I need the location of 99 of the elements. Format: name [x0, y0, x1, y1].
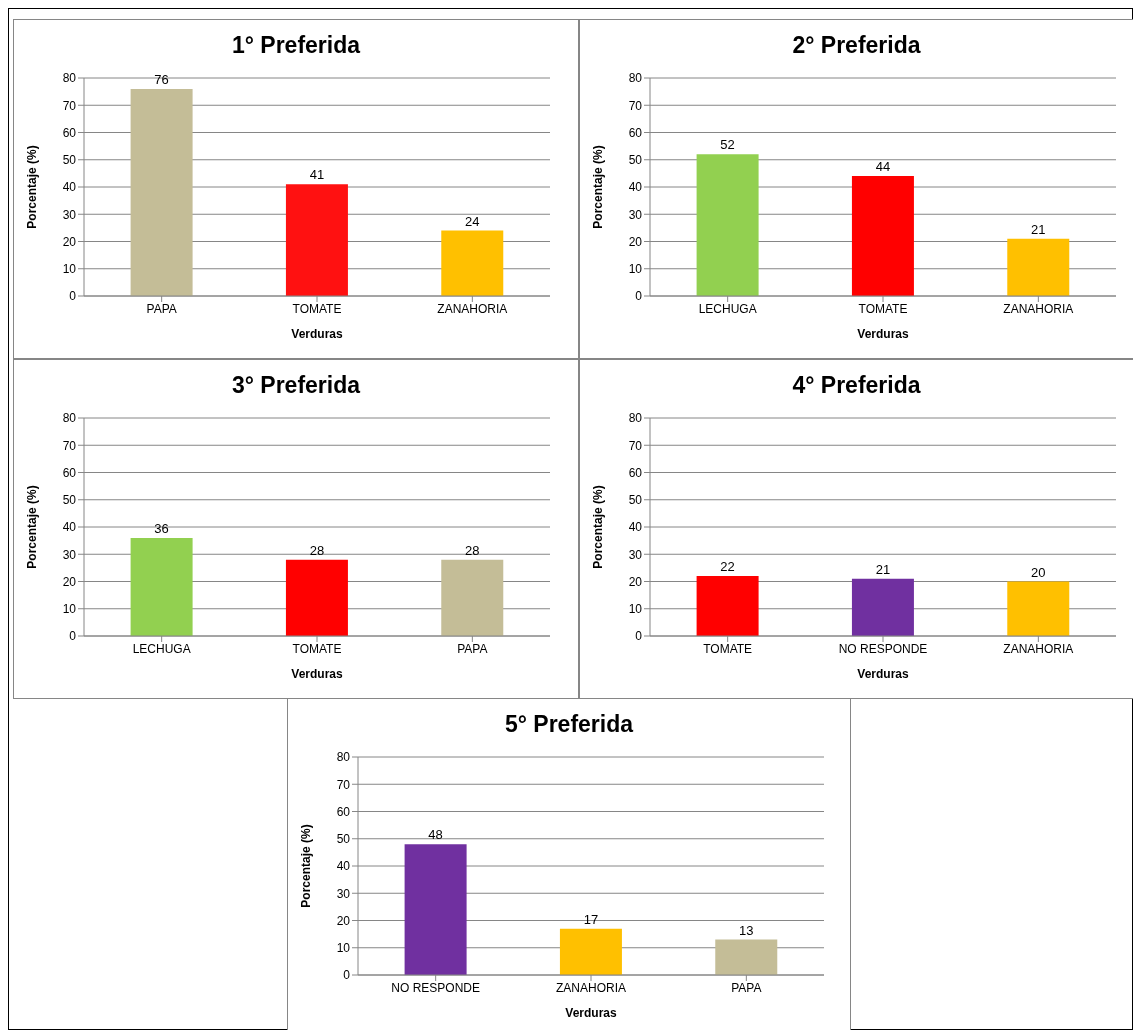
y-tick-label: 60 — [62, 125, 77, 140]
y-tick-label: 30 — [62, 207, 77, 222]
x-axis-title: Verduras — [857, 667, 909, 681]
x-tick-label: TOMATE — [292, 641, 342, 656]
y-tick-label: 20 — [628, 234, 643, 249]
x-axis-title: Verduras — [291, 327, 343, 341]
data-label: 20 — [1031, 564, 1046, 580]
data-label: 36 — [154, 520, 169, 536]
bar — [851, 176, 914, 296]
y-tick-label: 50 — [628, 153, 643, 168]
y-tick-label: 10 — [62, 602, 77, 617]
y-tick-label: 10 — [628, 602, 643, 617]
data-label: 24 — [465, 213, 480, 229]
y-tick-label: 40 — [628, 180, 643, 195]
x-tick-label: PAPA — [731, 980, 762, 995]
bar — [696, 154, 759, 296]
x-tick-label: ZANAHORIA — [1003, 641, 1074, 656]
y-tick-label: 60 — [62, 465, 77, 480]
y-tick-label: 60 — [336, 804, 351, 819]
bar — [441, 230, 504, 296]
x-tick-label: LECHUGA — [698, 301, 757, 316]
y-tick-label: 60 — [628, 465, 643, 480]
bar — [559, 928, 622, 975]
data-label: 76 — [154, 71, 169, 87]
data-label: 13 — [739, 922, 754, 938]
data-label: 48 — [428, 827, 443, 843]
x-axis-title: Verduras — [857, 327, 909, 341]
x-tick-label: TOMATE — [292, 301, 342, 316]
y-tick-label: 40 — [62, 520, 77, 535]
y-tick-label: 80 — [336, 750, 351, 765]
data-label: 28 — [309, 542, 325, 558]
x-tick-label: NO RESPONDE — [838, 641, 928, 656]
y-tick-label: 0 — [635, 629, 643, 644]
y-tick-label: 20 — [628, 574, 643, 589]
x-axis-title: Verduras — [565, 1006, 617, 1020]
y-tick-label: 50 — [62, 153, 77, 168]
y-axis-title: Porcentaje (%) — [591, 145, 606, 229]
y-tick-label: 50 — [628, 493, 643, 508]
y-tick-label: 60 — [628, 125, 643, 140]
y-tick-label: 0 — [69, 629, 77, 644]
x-tick-label: ZANAHORIA — [437, 301, 508, 316]
y-axis-title: Porcentaje (%) — [25, 485, 40, 569]
x-tick-label: TOMATE — [703, 641, 753, 656]
y-tick-label: 20 — [62, 234, 77, 249]
y-tick-label: 50 — [62, 493, 77, 508]
y-tick-label: 40 — [336, 859, 351, 874]
y-tick-label: 0 — [635, 289, 643, 304]
y-tick-label: 20 — [62, 574, 77, 589]
y-tick-label: 70 — [62, 438, 77, 453]
y-tick-label: 80 — [628, 71, 643, 86]
y-tick-label: 80 — [62, 411, 77, 426]
x-tick-label: LECHUGA — [132, 641, 191, 656]
data-label: 28 — [465, 542, 480, 558]
y-tick-label: 30 — [628, 207, 643, 222]
x-tick-label: PAPA — [146, 301, 177, 316]
y-axis-title: Porcentaje (%) — [25, 145, 40, 229]
x-tick-label: PAPA — [457, 641, 488, 656]
y-tick-label: 10 — [336, 941, 351, 956]
data-label: 22 — [720, 559, 735, 575]
y-tick-label: 80 — [62, 71, 77, 86]
x-tick-label: TOMATE — [858, 301, 908, 316]
y-tick-label: 70 — [62, 98, 77, 113]
y-tick-label: 70 — [336, 777, 351, 792]
y-tick-label: 40 — [62, 180, 77, 195]
y-tick-label: 80 — [628, 411, 643, 426]
data-label: 21 — [875, 561, 891, 577]
bar — [285, 184, 348, 296]
x-axis-title: Verduras — [291, 667, 343, 681]
y-tick-label: 40 — [628, 520, 643, 535]
y-tick-label: 30 — [628, 547, 643, 562]
y-tick-label: 30 — [62, 547, 77, 562]
chart-title: 3° Preferida — [230, 372, 362, 400]
y-tick-label: 30 — [336, 886, 351, 901]
y-tick-label: 70 — [628, 438, 643, 453]
y-tick-label: 10 — [62, 262, 77, 277]
y-tick-label: 70 — [628, 98, 643, 113]
data-label: 21 — [1031, 221, 1046, 237]
y-axis-title: Porcentaje (%) — [299, 824, 314, 908]
x-tick-label: NO RESPONDE — [391, 980, 481, 995]
y-tick-label: 10 — [628, 262, 643, 277]
bar — [1007, 238, 1070, 296]
y-tick-label: 0 — [343, 968, 351, 983]
bar — [404, 844, 467, 975]
chart-title: 4° Preferida — [791, 372, 922, 400]
data-label: 41 — [309, 167, 325, 183]
chart-title: 5° Preferida — [503, 711, 635, 739]
x-tick-label: ZANAHORIA — [555, 980, 627, 995]
y-tick-label: 50 — [336, 832, 351, 847]
y-axis-title: Porcentaje (%) — [591, 485, 606, 569]
bar — [715, 939, 778, 975]
chart-title: 1° Preferida — [230, 32, 362, 60]
x-tick-label: ZANAHORIA — [1003, 301, 1074, 316]
data-label: 17 — [583, 911, 599, 927]
y-tick-label: 20 — [336, 913, 351, 928]
data-label: 44 — [875, 159, 891, 175]
y-tick-label: 0 — [69, 289, 77, 304]
data-label: 52 — [720, 137, 735, 153]
chart-title: 2° Preferida — [791, 32, 922, 60]
bar — [130, 88, 193, 296]
